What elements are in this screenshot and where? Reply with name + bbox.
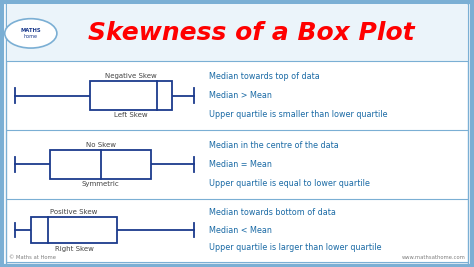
- Text: Symmetric: Symmetric: [82, 181, 119, 187]
- Text: Median towards bottom of data: Median towards bottom of data: [209, 208, 336, 217]
- Bar: [50, 150, 151, 179]
- Text: home: home: [24, 34, 38, 39]
- Text: Positive Skew: Positive Skew: [50, 209, 98, 215]
- Text: Median < Mean: Median < Mean: [209, 226, 272, 235]
- Circle shape: [5, 19, 57, 48]
- Text: Upper quartile is smaller than lower quartile: Upper quartile is smaller than lower qua…: [209, 111, 387, 119]
- Bar: [7, 4, 467, 61]
- Text: Negative Skew: Negative Skew: [105, 73, 157, 79]
- Text: Skewness of a Box Plot: Skewness of a Box Plot: [88, 21, 415, 45]
- Text: © Maths at Home: © Maths at Home: [9, 255, 55, 260]
- Text: Median in the centre of the data: Median in the centre of the data: [209, 141, 338, 150]
- Bar: [31, 217, 117, 244]
- Text: No Skew: No Skew: [85, 142, 116, 148]
- Text: Median towards top of data: Median towards top of data: [209, 72, 319, 81]
- Text: Upper quartile is equal to lower quartile: Upper quartile is equal to lower quartil…: [209, 179, 369, 188]
- Text: Median > Mean: Median > Mean: [209, 91, 272, 100]
- Text: Median = Mean: Median = Mean: [209, 160, 272, 169]
- Text: Right Skew: Right Skew: [55, 246, 93, 252]
- Text: www.mathsathome.com: www.mathsathome.com: [401, 255, 465, 260]
- Text: Upper quartile is larger than lower quartile: Upper quartile is larger than lower quar…: [209, 243, 381, 252]
- Text: Left Skew: Left Skew: [114, 112, 148, 118]
- Text: MATHS: MATHS: [20, 28, 41, 33]
- Bar: [90, 81, 173, 110]
